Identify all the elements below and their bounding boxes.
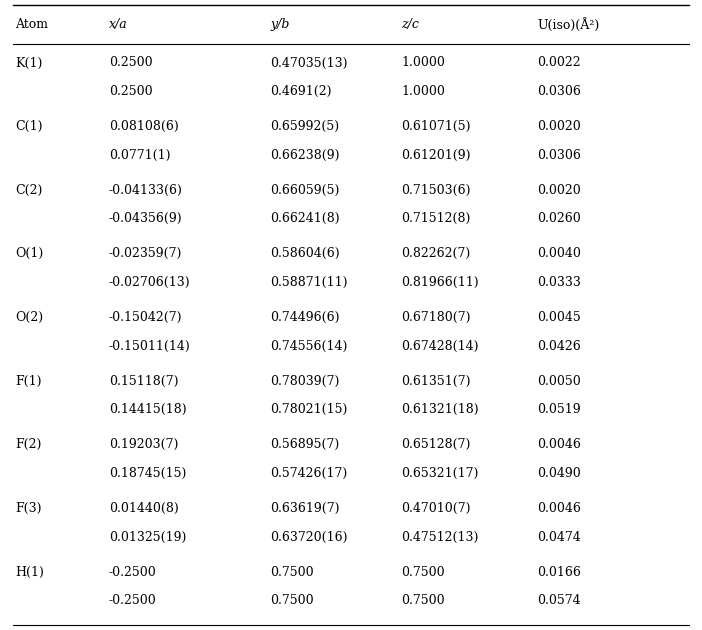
Text: 0.0426: 0.0426 (537, 340, 581, 353)
Text: 0.81966(11): 0.81966(11) (402, 276, 479, 289)
Text: 0.47512(13): 0.47512(13) (402, 530, 479, 544)
Text: 0.74496(6): 0.74496(6) (270, 311, 340, 324)
Text: 0.65992(5): 0.65992(5) (270, 120, 339, 133)
Text: -0.04133(6): -0.04133(6) (109, 184, 183, 197)
Text: 0.0771(1): 0.0771(1) (109, 149, 171, 162)
Text: 0.7500: 0.7500 (402, 594, 445, 607)
Text: C(1): C(1) (15, 120, 43, 133)
Text: 0.78039(7): 0.78039(7) (270, 375, 340, 387)
Text: Atom: Atom (15, 18, 48, 31)
Text: 0.0260: 0.0260 (537, 212, 581, 226)
Text: 0.66238(9): 0.66238(9) (270, 149, 340, 162)
Text: 0.01440(8): 0.01440(8) (109, 502, 178, 515)
Text: 0.71512(8): 0.71512(8) (402, 212, 471, 226)
Text: -0.2500: -0.2500 (109, 594, 157, 607)
Text: 0.63720(16): 0.63720(16) (270, 530, 347, 544)
Text: F(2): F(2) (15, 438, 42, 451)
Text: 0.78021(15): 0.78021(15) (270, 403, 347, 416)
Text: 0.0050: 0.0050 (537, 375, 581, 387)
Text: 0.4691(2): 0.4691(2) (270, 85, 332, 98)
Text: 1.0000: 1.0000 (402, 57, 445, 69)
Text: 0.47010(7): 0.47010(7) (402, 502, 471, 515)
Text: 0.61321(18): 0.61321(18) (402, 403, 479, 416)
Text: 0.65128(7): 0.65128(7) (402, 438, 471, 451)
Text: 0.82262(7): 0.82262(7) (402, 248, 471, 260)
Text: -0.2500: -0.2500 (109, 566, 157, 578)
Text: H(1): H(1) (15, 566, 44, 578)
Text: -0.15042(7): -0.15042(7) (109, 311, 183, 324)
Text: 0.0574: 0.0574 (537, 594, 581, 607)
Text: 0.2500: 0.2500 (109, 57, 152, 69)
Text: z/c: z/c (402, 18, 419, 31)
Text: x/a: x/a (109, 18, 128, 31)
Text: 0.61201(9): 0.61201(9) (402, 149, 471, 162)
Text: 0.08108(6): 0.08108(6) (109, 120, 178, 133)
Text: 0.19203(7): 0.19203(7) (109, 438, 178, 451)
Text: 0.67428(14): 0.67428(14) (402, 340, 479, 353)
Text: 0.47035(13): 0.47035(13) (270, 57, 347, 69)
Text: 0.0519: 0.0519 (537, 403, 581, 416)
Text: 0.66241(8): 0.66241(8) (270, 212, 340, 226)
Text: U(iso)(Å²): U(iso)(Å²) (537, 18, 600, 32)
Text: 0.2500: 0.2500 (109, 85, 152, 98)
Text: 0.58871(11): 0.58871(11) (270, 276, 347, 289)
Text: F(3): F(3) (15, 502, 42, 515)
Text: 0.15118(7): 0.15118(7) (109, 375, 178, 387)
Text: O(2): O(2) (15, 311, 44, 324)
Text: 0.01325(19): 0.01325(19) (109, 530, 186, 544)
Text: 0.0490: 0.0490 (537, 467, 581, 480)
Text: 0.0022: 0.0022 (537, 57, 581, 69)
Text: 0.58604(6): 0.58604(6) (270, 248, 340, 260)
Text: 0.0166: 0.0166 (537, 566, 581, 578)
Text: 0.0020: 0.0020 (537, 184, 581, 197)
Text: 0.67180(7): 0.67180(7) (402, 311, 471, 324)
Text: y/b: y/b (270, 18, 290, 31)
Text: 0.61351(7): 0.61351(7) (402, 375, 471, 387)
Text: 1.0000: 1.0000 (402, 85, 445, 98)
Text: -0.04356(9): -0.04356(9) (109, 212, 183, 226)
Text: 0.0474: 0.0474 (537, 530, 581, 544)
Text: 0.0020: 0.0020 (537, 120, 581, 133)
Text: 0.65321(17): 0.65321(17) (402, 467, 479, 480)
Text: -0.15011(14): -0.15011(14) (109, 340, 190, 353)
Text: 0.18745(15): 0.18745(15) (109, 467, 186, 480)
Text: 0.74556(14): 0.74556(14) (270, 340, 347, 353)
Text: K(1): K(1) (15, 57, 43, 69)
Text: 0.7500: 0.7500 (270, 566, 314, 578)
Text: -0.02706(13): -0.02706(13) (109, 276, 190, 289)
Text: 0.7500: 0.7500 (270, 594, 314, 607)
Text: 0.7500: 0.7500 (402, 566, 445, 578)
Text: 0.63619(7): 0.63619(7) (270, 502, 340, 515)
Text: 0.0046: 0.0046 (537, 502, 581, 515)
Text: 0.56895(7): 0.56895(7) (270, 438, 340, 451)
Text: -0.02359(7): -0.02359(7) (109, 248, 183, 260)
Text: 0.14415(18): 0.14415(18) (109, 403, 187, 416)
Text: 0.71503(6): 0.71503(6) (402, 184, 471, 197)
Text: 0.0306: 0.0306 (537, 85, 581, 98)
Text: 0.61071(5): 0.61071(5) (402, 120, 471, 133)
Text: 0.0046: 0.0046 (537, 438, 581, 451)
Text: O(1): O(1) (15, 248, 44, 260)
Text: 0.0306: 0.0306 (537, 149, 581, 162)
Text: 0.66059(5): 0.66059(5) (270, 184, 340, 197)
Text: 0.0040: 0.0040 (537, 248, 581, 260)
Text: C(2): C(2) (15, 184, 43, 197)
Text: 0.57426(17): 0.57426(17) (270, 467, 347, 480)
Text: 0.0333: 0.0333 (537, 276, 581, 289)
Text: F(1): F(1) (15, 375, 42, 387)
Text: 0.0045: 0.0045 (537, 311, 581, 324)
